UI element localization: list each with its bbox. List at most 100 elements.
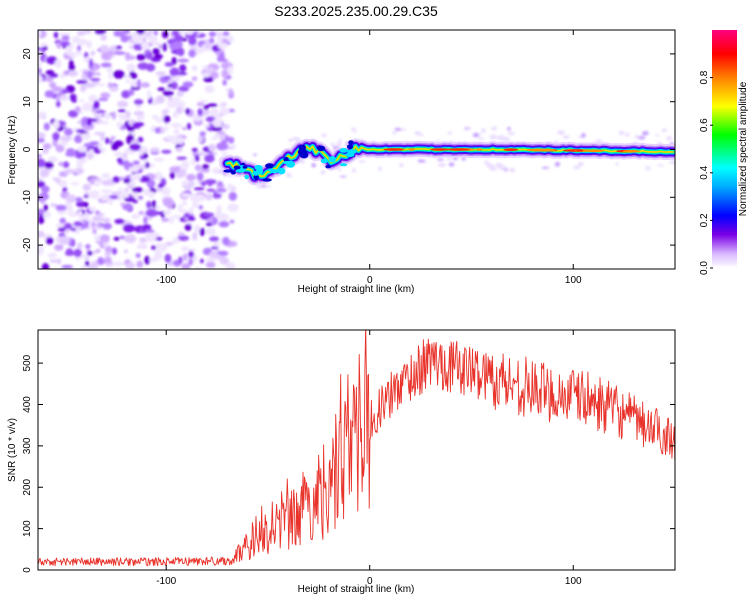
noise-speck (38, 50, 42, 57)
noise-speck (43, 211, 52, 219)
noise-speck (170, 136, 181, 145)
noise-speck (101, 217, 111, 223)
noise-speck (49, 259, 58, 263)
noise-speck (150, 147, 160, 153)
noise-speck (55, 100, 61, 108)
snr-y-label: SNR (10 * v/v) (7, 418, 18, 482)
noise-speck (169, 216, 174, 225)
noise-speck (137, 136, 144, 143)
noise-speck (330, 142, 335, 147)
noise-speck (162, 42, 167, 52)
noise-speck (178, 86, 189, 92)
noise-speck (125, 52, 131, 61)
noise-speck (394, 127, 402, 131)
colorbar-tick-label: 0.6 (699, 118, 710, 132)
noise-speck (194, 154, 200, 162)
noise-speck (196, 102, 205, 107)
noise-speck (128, 166, 140, 173)
noise-speck (43, 122, 50, 131)
noise-speck (123, 223, 135, 233)
noise-speck (129, 45, 134, 49)
noise-speck (64, 228, 70, 234)
x-tick-label: 0 (367, 275, 373, 286)
noise-speck (94, 115, 101, 119)
noise-speck (181, 263, 191, 269)
noise-speck (84, 260, 90, 267)
spectrogram-signal-layer (219, 138, 675, 186)
noise-speck (210, 71, 219, 79)
noise-speck (320, 170, 326, 175)
noise-speck (172, 237, 180, 244)
noise-speck (104, 246, 113, 253)
noise-speck (155, 236, 163, 241)
noise-speck (128, 88, 135, 96)
noise-speck (132, 160, 140, 166)
noise-speck (124, 188, 130, 193)
noise-speck (38, 247, 44, 256)
noise-speck (190, 158, 195, 165)
noise-speck (61, 264, 74, 269)
noise-speck (80, 133, 92, 139)
noise-speck (96, 222, 102, 229)
noise-speck (117, 157, 123, 163)
y-tick-label: 500 (22, 354, 33, 371)
noise-speck (169, 97, 181, 102)
noise-speck (74, 135, 83, 144)
noise-speck (64, 128, 73, 136)
noise-speck (219, 52, 225, 62)
noise-speck (486, 163, 495, 169)
noise-speck (645, 166, 651, 171)
noise-speck (184, 224, 192, 231)
noise-speck (100, 34, 107, 41)
colorbar-tick-label: 0.2 (699, 213, 710, 227)
noise-speck (38, 30, 42, 37)
noise-speck (96, 257, 106, 266)
noise-speck (74, 106, 81, 113)
noise-speck (507, 131, 516, 135)
signal-blob (233, 165, 241, 170)
noise-speck (59, 217, 66, 224)
noise-speck (145, 208, 158, 217)
noise-speck (62, 187, 67, 192)
noise-speck (83, 30, 92, 34)
noise-speck (173, 128, 180, 135)
noise-speck (41, 185, 50, 194)
noise-speck (143, 216, 148, 225)
noise-speck (75, 197, 83, 203)
noise-speck (145, 229, 155, 233)
noise-speck (177, 204, 183, 213)
noise-speck (55, 177, 61, 184)
noise-speck (217, 250, 228, 256)
noise-speck (625, 132, 630, 137)
noise-speck (638, 136, 646, 140)
noise-speck (109, 85, 119, 92)
noise-speck (203, 212, 215, 217)
noise-speck (144, 32, 152, 37)
noise-speck (43, 204, 49, 212)
noise-speck (98, 97, 109, 102)
noise-speck (55, 204, 67, 211)
snr-series-line (38, 330, 675, 567)
noise-speck (132, 122, 142, 129)
noise-speck (82, 183, 92, 191)
noise-speck (136, 115, 146, 120)
noise-speck (99, 44, 109, 53)
signal-hotspot (585, 149, 605, 153)
noise-speck (202, 64, 209, 71)
noise-speck (146, 179, 156, 188)
noise-speck (217, 181, 223, 187)
noise-speck (102, 120, 109, 125)
noise-speck (61, 89, 69, 94)
signal-blob (253, 174, 259, 180)
noise-speck (573, 165, 580, 170)
noise-speck (185, 108, 191, 115)
noise-speck (104, 193, 111, 201)
noise-speck (222, 236, 230, 246)
noise-speck (55, 223, 66, 229)
noise-speck (209, 236, 220, 242)
signal-blob (262, 178, 272, 182)
colorbar-tick-label: 0.8 (699, 70, 710, 84)
noise-speck (185, 30, 194, 35)
